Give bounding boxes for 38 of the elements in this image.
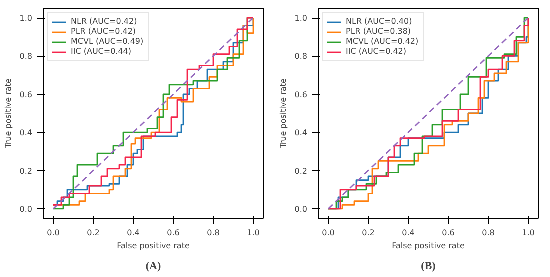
- x-tick-label: 0.8: [482, 228, 495, 238]
- x-tick-label: 0.8: [207, 228, 220, 238]
- y-tick-label: 0.6: [294, 90, 308, 100]
- legend-label: NLR (AUC=0.42): [71, 17, 138, 26]
- legend-label: MCVL (AUC=0.49): [71, 37, 144, 46]
- y-tick-label: 0.2: [294, 166, 308, 176]
- x-tick-label: 0.0: [47, 228, 60, 238]
- y-tick-label: 0.4: [294, 128, 308, 138]
- legend-label: MCVL (AUC=0.42): [346, 37, 419, 46]
- y-tick-label: 1.0: [20, 14, 33, 24]
- x-tick-label: 0.2: [362, 228, 375, 238]
- x-axis-title: False positive rate: [117, 242, 190, 250]
- legend-label: IIC (AUC=0.42): [346, 47, 407, 56]
- x-axis-title: False positive rate: [392, 242, 465, 250]
- y-tick-label: 0.6: [20, 90, 33, 100]
- y-tick-label: 0.2: [20, 166, 33, 176]
- legend-label: PLR (AUC=0.42): [71, 27, 136, 36]
- y-tick-label: 0.0: [294, 204, 308, 214]
- y-axis-title: True positive rate: [278, 78, 288, 150]
- legend-label: NLR (AUC=0.40): [346, 17, 412, 26]
- y-tick-label: 1.0: [294, 14, 308, 24]
- y-tick-label: 0.0: [20, 204, 33, 214]
- x-tick-label: 0.0: [322, 228, 335, 238]
- x-tick-label: 1.0: [247, 228, 260, 238]
- x-tick-label: 0.6: [442, 228, 455, 238]
- y-tick-label: 0.8: [294, 52, 308, 62]
- text: (A): [146, 260, 162, 272]
- x-tick-label: 0.4: [127, 228, 140, 238]
- legend-label: PLR (AUC=0.38): [346, 27, 412, 36]
- legend-label: IIC (AUC=0.44): [71, 47, 132, 56]
- y-axis-title: True positive rate: [4, 78, 13, 150]
- x-tick-label: 0.4: [402, 228, 415, 238]
- text: (B): [421, 260, 436, 272]
- y-tick-label: 0.8: [20, 52, 33, 62]
- x-tick-label: 0.6: [167, 228, 180, 238]
- y-tick-label: 0.4: [20, 128, 33, 138]
- x-tick-label: 0.2: [87, 228, 100, 238]
- x-tick-label: 1.0: [522, 228, 535, 238]
